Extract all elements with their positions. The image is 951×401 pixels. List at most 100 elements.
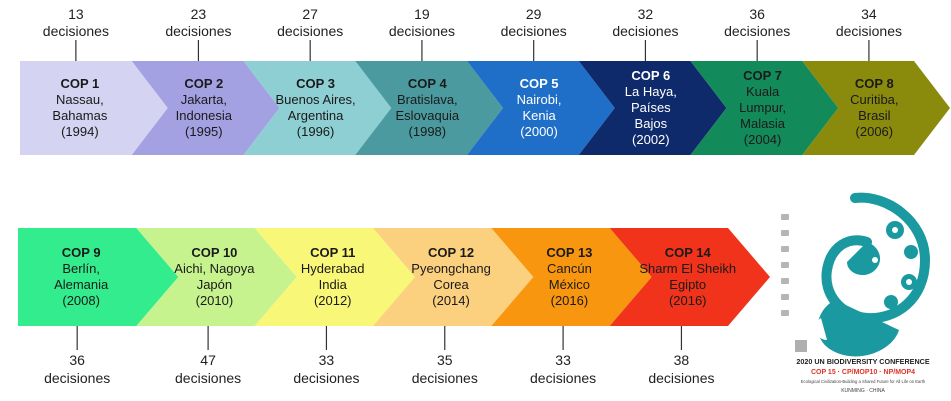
decision-unit: decisiones xyxy=(43,23,109,39)
decision-unit: decisiones xyxy=(175,370,241,386)
cop-location-line: Sharm El Sheikh xyxy=(639,261,736,276)
decision-count: 32 xyxy=(638,6,654,22)
decision-unit: decisiones xyxy=(836,23,902,39)
logo-subtitle: COP 15 · CP/MOP10 · NP/MOP4 xyxy=(811,369,915,376)
chevron-shape xyxy=(18,228,179,326)
chevron-shape xyxy=(609,228,770,326)
decision-unit: decisiones xyxy=(293,370,359,386)
chevron-shape xyxy=(136,228,297,326)
cop-name: COP 1 xyxy=(60,76,99,91)
cop-name: COP 3 xyxy=(296,76,335,91)
cop-location-line: Países xyxy=(631,100,671,115)
cop-name: COP 13 xyxy=(546,245,592,260)
cop-location-line: (1995) xyxy=(185,124,223,139)
cop-name: COP 11 xyxy=(310,245,355,260)
decision-unit: decisiones xyxy=(277,23,343,39)
decision-count: 33 xyxy=(319,352,335,368)
decision-unit: decisiones xyxy=(648,370,714,386)
cop-name: COP 10 xyxy=(191,245,237,260)
cop-location-line: Argentina xyxy=(288,108,344,123)
decision-count: 33 xyxy=(555,352,571,368)
decision-count: 36 xyxy=(69,352,85,368)
chevron-shape xyxy=(690,61,839,155)
cop-location-line: (2002) xyxy=(632,132,670,147)
decision-count: 27 xyxy=(302,6,318,22)
decision-unit: decisiones xyxy=(501,23,567,39)
decision-count: 29 xyxy=(526,6,542,22)
cop-location-line: Corea xyxy=(433,277,469,292)
decision-unit: decisiones xyxy=(44,370,110,386)
decision-count: 47 xyxy=(200,352,216,368)
decision-unit: decisiones xyxy=(389,23,455,39)
cop-name: COP 6 xyxy=(631,68,670,83)
cop-location-line: Bratislava, xyxy=(397,92,458,107)
peacock-emblem-icon xyxy=(781,192,931,357)
chevron-shape xyxy=(20,61,168,155)
cop-name: COP 12 xyxy=(428,245,474,260)
timeline-row-1: COP 1Nassau,Bahamas(1994)13decisionesCOP… xyxy=(20,6,950,155)
chevron-shape xyxy=(243,61,392,155)
decision-count: 19 xyxy=(414,6,430,22)
chevron-shape xyxy=(355,61,503,155)
cop-location-line: (1996) xyxy=(297,124,335,139)
decision-count: 13 xyxy=(68,6,84,22)
decision-count: 35 xyxy=(437,352,453,368)
decision-unit: decisiones xyxy=(612,23,678,39)
decision-count: 36 xyxy=(749,6,765,22)
chevron-shape xyxy=(802,61,950,155)
chevron-shape xyxy=(131,61,280,155)
cop-location-line: Brasil xyxy=(858,108,891,123)
cop-location-line: Cancún xyxy=(547,261,592,276)
cop-location-line: Aichi, Nagoya xyxy=(174,261,255,276)
cop-location-line: Indonesia xyxy=(176,108,233,123)
cop-name: COP 7 xyxy=(743,68,782,83)
cop-location-line: Nairobi, xyxy=(517,92,562,107)
cop-location-line: Curitiba, xyxy=(850,92,898,107)
cop-location-line: (2000) xyxy=(520,124,558,139)
cop-location-line: (2016) xyxy=(551,293,589,308)
timeline-row-2: COP 9Berlín,Alemania(2008)36decisionesCO… xyxy=(18,228,770,386)
cop-name: COP 5 xyxy=(520,76,559,91)
cop-name: COP 4 xyxy=(408,76,448,91)
cop-location-line: Nassau, xyxy=(56,92,104,107)
cop-location-line: México xyxy=(549,277,590,292)
decision-unit: decisiones xyxy=(165,23,231,39)
cop-location-line: Bahamas xyxy=(52,108,107,123)
cop-name: COP 8 xyxy=(855,76,894,91)
chevron-shape xyxy=(491,228,652,326)
cop-location-line: (2004) xyxy=(744,132,782,147)
cop-location-line: Jakarta, xyxy=(181,92,227,107)
cop-location-line: (1994) xyxy=(61,124,99,139)
cop-location-line: Hyderabad xyxy=(301,261,365,276)
cop-location-line: (2010) xyxy=(196,293,234,308)
decision-unit: decisiones xyxy=(530,370,596,386)
cop-location-line: Alemania xyxy=(54,277,109,292)
cop-location-line: (2008) xyxy=(62,293,100,308)
logo-title: 2020 UN BIODIVERSITY CONFERENCE xyxy=(796,357,929,366)
logo-tagline: Ecological Civilization-Building a Share… xyxy=(801,379,926,384)
decision-count: 23 xyxy=(191,6,207,22)
cop-location-line: (2014) xyxy=(432,293,470,308)
decision-unit: decisiones xyxy=(412,370,478,386)
cop-location-line: (2006) xyxy=(856,124,894,139)
decision-count: 38 xyxy=(674,352,690,368)
cop-location-line: (2016) xyxy=(669,293,707,308)
decision-count: 34 xyxy=(861,6,877,22)
cop-location-line: Lumpur, xyxy=(739,100,786,115)
cop-location-line: Pyeongchang xyxy=(411,261,491,276)
cop-location-line: India xyxy=(319,277,348,292)
cop-location-line: Japón xyxy=(197,277,232,292)
logo-location: KUNMING · CHINA xyxy=(841,388,885,394)
chevron-shape xyxy=(373,228,534,326)
cop-location-line: Egipto xyxy=(669,277,706,292)
cop-location-line: (2012) xyxy=(314,293,352,308)
